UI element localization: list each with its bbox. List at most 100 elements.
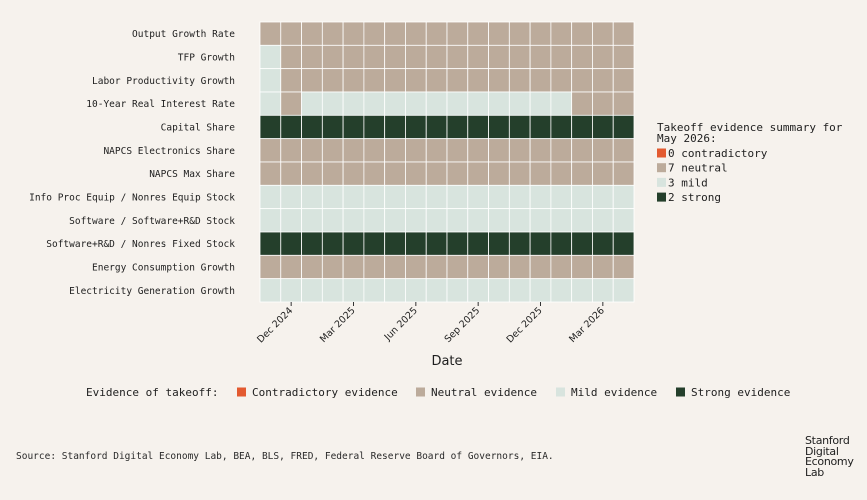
heatmap-cell — [467, 231, 489, 256]
heatmap-cell — [446, 21, 469, 46]
summary-item-label: 7 neutral — [668, 162, 728, 175]
heatmap-cell — [405, 68, 427, 93]
heatmap-cell — [425, 254, 448, 280]
heatmap-cell — [280, 184, 302, 210]
summary-item-label: 2 strong — [668, 191, 721, 204]
heatmap-cell — [321, 68, 344, 93]
heatmap-cell — [612, 44, 635, 70]
heatmap-cell — [467, 184, 489, 210]
heatmap-cell — [592, 44, 614, 70]
heatmap-cell — [612, 91, 635, 116]
heatmap-cell — [280, 278, 302, 303]
heatmap-cell — [342, 208, 365, 233]
heatmap-cell — [550, 254, 573, 280]
heatmap-cell — [405, 208, 427, 233]
heatmap-cell — [301, 161, 323, 186]
heatmap-cell — [384, 68, 406, 93]
stanford-del-logo: Stanford Digital Economy Lab — [805, 435, 854, 478]
heatmap-cell — [384, 208, 406, 233]
heatmap-cell — [592, 208, 614, 233]
heatmap-cell — [467, 161, 489, 186]
heatmap-cell — [612, 254, 635, 280]
heatmap-cell — [342, 114, 365, 140]
heatmap-cell — [488, 278, 510, 303]
heatmap-cell — [259, 278, 282, 303]
heatmap-cell — [467, 208, 489, 233]
heatmap-cell — [550, 44, 573, 70]
heatmap-cell — [508, 138, 531, 163]
heatmap-cell — [321, 138, 344, 163]
heatmap-cell — [612, 138, 635, 163]
row-label: Capital Share — [161, 123, 236, 134]
heatmap-cell — [550, 231, 573, 256]
heatmap-cell — [529, 208, 552, 233]
heatmap-cell — [592, 184, 614, 210]
heatmap-cell — [612, 208, 635, 233]
heatmap-cell — [363, 138, 386, 163]
heatmap-cell — [467, 21, 489, 46]
heatmap-cell — [363, 278, 386, 303]
heatmap-cell — [592, 114, 614, 140]
heatmap-cell — [488, 184, 510, 210]
heatmap-cell — [342, 68, 365, 93]
heatmap-cell — [508, 21, 531, 46]
heatmap-cell — [301, 91, 323, 116]
heatmap-cell — [571, 114, 593, 140]
x-tick-label: Jun 2025 — [382, 305, 420, 343]
heatmap-cell — [384, 184, 406, 210]
row-label: Info Proc Equip / Nonres Equip Stock — [29, 193, 235, 204]
x-tick-label: Dec 2025 — [505, 305, 545, 345]
heatmap-cell — [529, 91, 552, 116]
heatmap-cell — [405, 44, 427, 70]
legend-swatch — [237, 387, 246, 397]
heatmap-cell — [342, 231, 365, 256]
heatmap-cell — [321, 44, 344, 70]
summary-item-label: 0 contradictory — [668, 147, 768, 160]
heatmap-cell — [529, 161, 552, 186]
heatmap-cell — [301, 138, 323, 163]
heatmap-cell — [508, 231, 531, 256]
heatmap-cell — [529, 254, 552, 280]
x-axis-title: Date — [431, 354, 462, 369]
heatmap-cell — [363, 44, 386, 70]
heatmap-cell — [550, 278, 573, 303]
heatmap-cell — [342, 254, 365, 280]
heatmap-cell — [363, 68, 386, 93]
legend-item-label: Neutral evidence — [431, 386, 537, 399]
summary-swatch — [657, 177, 666, 187]
heatmap-cell — [467, 68, 489, 93]
heatmap-cell — [363, 208, 386, 233]
heatmap-cell — [405, 278, 427, 303]
heatmap-cell — [405, 21, 427, 46]
heatmap-cell — [425, 44, 448, 70]
heatmap-cell — [592, 68, 614, 93]
heatmap-cell — [508, 44, 531, 70]
heatmap-cell — [425, 114, 448, 140]
heatmap-cell — [571, 68, 593, 93]
heatmap-cell — [259, 254, 282, 280]
x-tick-label: Mar 2026 — [567, 305, 607, 345]
heatmap-cell — [425, 161, 448, 186]
heatmap-cell — [321, 184, 344, 210]
heatmap-cell — [384, 21, 406, 46]
heatmap-cell — [321, 231, 344, 256]
heatmap-cell — [321, 114, 344, 140]
summary-item-label: 3 mild — [668, 176, 708, 189]
heatmap-cell — [508, 184, 531, 210]
heatmap-cell — [425, 184, 448, 210]
heatmap-cell — [259, 208, 282, 233]
heatmap-cell — [384, 278, 406, 303]
heatmap-cell — [612, 114, 635, 140]
heatmap-cell — [342, 161, 365, 186]
heatmap-cell — [529, 68, 552, 93]
heatmap-cell — [342, 21, 365, 46]
heatmap-cell — [571, 278, 593, 303]
heatmap-cell — [363, 21, 386, 46]
heatmap-cell — [321, 91, 344, 116]
heatmap-cell — [384, 254, 406, 280]
heatmap-cell — [384, 231, 406, 256]
x-tick-label: Dec 2024 — [255, 305, 295, 345]
heatmap-cell — [446, 138, 469, 163]
summary-title: May 2026: — [657, 132, 717, 145]
heatmap-cell — [467, 44, 489, 70]
